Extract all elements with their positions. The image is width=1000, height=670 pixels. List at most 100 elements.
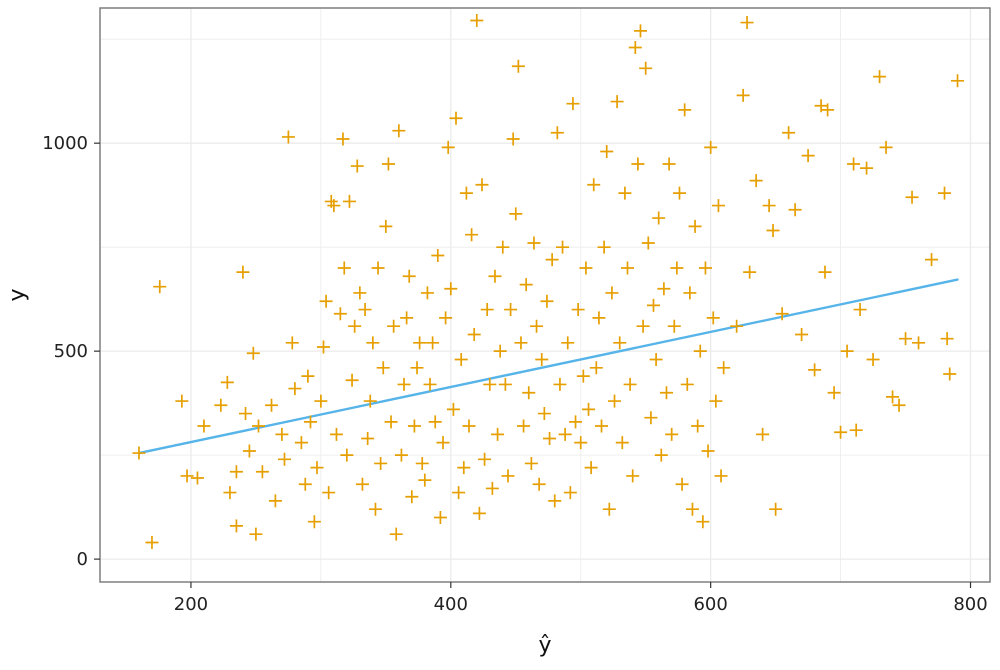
data-point [407,419,421,433]
data-point [652,211,666,225]
data-point [265,398,279,412]
data-point [418,473,432,487]
y-tick-label: 1000 [42,133,88,154]
data-point [229,519,243,533]
data-point [730,319,744,333]
data-point [698,261,712,275]
x-axis-title: ŷ [538,633,551,658]
data-point [866,352,880,366]
data-point [514,336,528,350]
data-point [441,140,455,154]
data-point [493,344,507,358]
data-point [834,425,848,439]
data-point [397,377,411,391]
data-point [602,502,616,516]
grid-lines [100,8,990,582]
data-point [540,294,554,308]
data-point [197,419,211,433]
data-point [310,461,324,475]
data-point [550,126,564,140]
data-point [214,398,228,412]
data-point [252,419,266,433]
data-point [387,319,401,333]
data-point [706,311,720,325]
y-axis: 0 500 1000 [42,133,100,570]
data-point [685,502,699,516]
data-point [592,311,606,325]
data-point [368,502,382,516]
data-point [756,427,770,441]
data-point [426,336,440,350]
data-point [527,236,541,250]
data-point [431,248,445,262]
data-point [301,369,315,383]
data-point [579,261,593,275]
data-point [381,157,395,171]
data-point [610,95,624,109]
data-point [558,427,572,441]
data-point [847,157,861,171]
data-point [782,126,796,140]
data-point [511,59,525,73]
data-point [333,307,347,321]
points-layer [132,13,965,549]
data-point [465,228,479,242]
data-point [605,286,619,300]
data-point [322,486,336,500]
data-point [561,336,575,350]
data-point [242,444,256,458]
data-point [621,261,635,275]
data-point [439,311,453,325]
data-point [808,363,822,377]
data-point [392,124,406,138]
data-point [336,132,350,146]
x-tick-label: 200 [174,594,208,615]
data-point [749,174,763,188]
data-point [298,477,312,491]
data-point [912,336,926,350]
data-point [633,24,647,38]
data-point [342,194,356,208]
data-point [595,419,609,433]
data-point [457,461,471,475]
data-point [394,448,408,462]
data-point [613,336,627,350]
data-point [506,132,520,146]
data-point [639,61,653,75]
data-point [423,377,437,391]
data-point [736,88,750,102]
data-point [376,361,390,375]
data-point [180,469,194,483]
data-point [548,494,562,508]
data-point [696,515,710,529]
y-tick-label: 500 [54,341,88,362]
data-point [600,145,614,158]
data-point [545,253,559,267]
data-point [249,527,263,541]
data-point [428,415,442,429]
data-point [940,332,954,346]
data-point [849,423,863,437]
data-point [467,328,481,342]
data-point [644,411,658,425]
x-axis: 200 400 600 800 [174,582,988,615]
data-point [654,448,668,462]
data-point [788,203,802,217]
data-point [337,261,351,275]
data-point [452,486,466,500]
data-point [853,303,867,317]
data-point [860,161,874,175]
data-point [766,224,780,238]
data-point [444,282,458,296]
data-point [345,373,359,387]
data-point [574,436,588,450]
data-point [688,219,702,233]
data-point [717,361,731,375]
data-point [775,307,789,321]
data-point [361,432,375,445]
data-point [667,319,681,333]
data-point [769,502,783,516]
data-point [701,444,715,458]
data-point [649,352,663,366]
